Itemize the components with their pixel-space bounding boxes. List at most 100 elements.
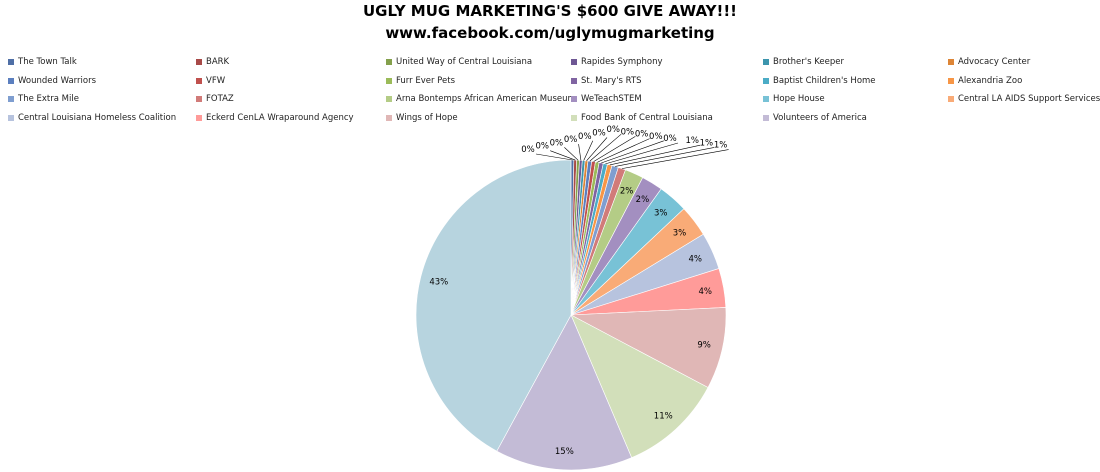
- legend-item: Eckerd CenLA Wraparound Agency: [196, 111, 354, 125]
- slice-label: 1%: [685, 136, 699, 146]
- legend-label: Brother's Keeper: [773, 57, 844, 67]
- legend-label: Wings of Hope: [396, 112, 458, 123]
- leader-line: [605, 142, 679, 165]
- leader-line: [578, 144, 582, 161]
- legend-item: The Extra Mile: [8, 92, 79, 106]
- leader-line: [586, 137, 608, 161]
- pie-slice: [496, 314, 633, 471]
- slice-label: 0%: [635, 130, 649, 140]
- legend-swatch: [763, 77, 769, 84]
- legend-swatch: [763, 114, 769, 121]
- legend-swatch: [763, 59, 769, 65]
- pie-slice: [415, 159, 572, 452]
- leader-line: [601, 140, 664, 164]
- legend-swatch: [196, 96, 202, 102]
- pie-slice: [570, 314, 709, 459]
- legend-label: United Way of Central Louisiana: [396, 57, 533, 67]
- legend-label: WeTeachSTEM: [581, 94, 642, 104]
- legend-label: Arna Bontemps African American Museum: [396, 94, 576, 104]
- legend-swatch: [386, 96, 392, 102]
- legend-label: Baptist Children's Home: [773, 75, 876, 86]
- slice-label: 3%: [673, 228, 687, 238]
- legend-label: Volunteers of America: [773, 112, 867, 123]
- leader-line: [597, 138, 650, 163]
- legend-swatch: [196, 77, 202, 84]
- slice-label: 1%: [714, 141, 728, 151]
- legend-item: BARK: [196, 55, 229, 69]
- legend-swatch: [948, 59, 954, 65]
- legend-label: Advocacy Center: [958, 57, 1031, 67]
- legend-label: Eckerd CenLA Wraparound Agency: [206, 112, 354, 123]
- legend-item: Hope House: [763, 92, 825, 106]
- legend-item: Advocacy Center: [948, 55, 1030, 69]
- slice-label: 11%: [654, 411, 673, 421]
- legend-label: Central LA AIDS Support Services: [958, 94, 1100, 104]
- legend-item: VFW: [196, 74, 225, 88]
- legend-item: Arna Bontemps African American Museum: [386, 92, 576, 106]
- slice-label: 0%: [578, 132, 592, 142]
- legend-item: Furr Ever Pets: [386, 74, 455, 88]
- slice-label: 0%: [521, 145, 535, 155]
- legend-label: Rapides Symphony: [581, 57, 663, 67]
- chart-title: UGLY MUG MARKETING'S $600 GIVE AWAY!!!: [363, 2, 737, 20]
- slice-label: 1%: [700, 138, 714, 148]
- legend-swatch: [571, 114, 577, 121]
- legend-label: Food Bank of Central Louisiana: [581, 112, 713, 123]
- slice-label: 43%: [429, 277, 448, 287]
- slice-label: 2%: [620, 186, 634, 196]
- legend-swatch: [386, 114, 392, 121]
- legend-label: St. Mary's RTS: [581, 75, 642, 86]
- leader-line: [593, 136, 636, 162]
- leader-line: [583, 140, 594, 161]
- chart-subtitle: www.facebook.com/uglymugmarketing: [385, 24, 715, 42]
- legend-item: Food Bank of Central Louisiana: [571, 111, 713, 125]
- legend-item: United Way of Central Louisiana: [386, 55, 532, 69]
- slice-label: 4%: [699, 287, 713, 297]
- slice-label: 4%: [688, 255, 702, 265]
- slice-label: 9%: [697, 341, 711, 351]
- legend-label: FOTAZ: [206, 94, 234, 104]
- leader-line: [615, 147, 715, 167]
- legend-item: Brother's Keeper: [763, 55, 844, 69]
- leader-line: [621, 149, 729, 169]
- legend-label: The Extra Mile: [18, 94, 79, 104]
- legend-label: Furr Ever Pets: [396, 75, 455, 86]
- slice-label: 0%: [649, 132, 663, 142]
- leader-line: [564, 147, 579, 161]
- slice-label: 3%: [654, 208, 668, 218]
- slice-label: 0%: [663, 134, 677, 144]
- legend-swatch: [8, 114, 14, 121]
- legend-item: Baptist Children's Home: [763, 74, 876, 88]
- legend-item: FOTAZ: [196, 92, 234, 106]
- legend-swatch: [8, 96, 14, 102]
- slice-label: 0%: [535, 142, 549, 152]
- pie-slice: [569, 307, 727, 388]
- legend-item: WeTeachSTEM: [571, 92, 642, 106]
- slice-label: 2%: [636, 195, 650, 205]
- legend-item: Wounded Warriors: [8, 74, 96, 88]
- legend-swatch: [948, 77, 954, 84]
- leader-line: [609, 144, 701, 166]
- legend-swatch: [571, 59, 577, 65]
- legend-swatch: [571, 96, 577, 102]
- slice-label: 0%: [550, 138, 564, 148]
- legend-label: VFW: [206, 75, 226, 86]
- legend-item: Central LA AIDS Support Services: [948, 92, 1100, 106]
- leader-line: [589, 133, 622, 162]
- legend-label: Hope House: [773, 94, 825, 104]
- legend-swatch: [8, 59, 14, 65]
- legend-label: Central Louisiana Homeless Coalition: [18, 112, 177, 123]
- legend-label: Wounded Warriors: [18, 75, 96, 86]
- slice-label: 15%: [555, 447, 574, 457]
- leader-line: [535, 153, 573, 161]
- legend-item: Volunteers of America: [763, 111, 867, 125]
- slice-label: 0%: [592, 129, 606, 139]
- legend-label: BARK: [206, 57, 230, 67]
- leader-line: [550, 150, 576, 161]
- slice-label: 0%: [621, 127, 635, 137]
- legend-swatch: [196, 114, 202, 121]
- legend-swatch: [948, 96, 954, 102]
- legend-item: Wings of Hope: [386, 111, 458, 125]
- legend-swatch: [8, 77, 14, 84]
